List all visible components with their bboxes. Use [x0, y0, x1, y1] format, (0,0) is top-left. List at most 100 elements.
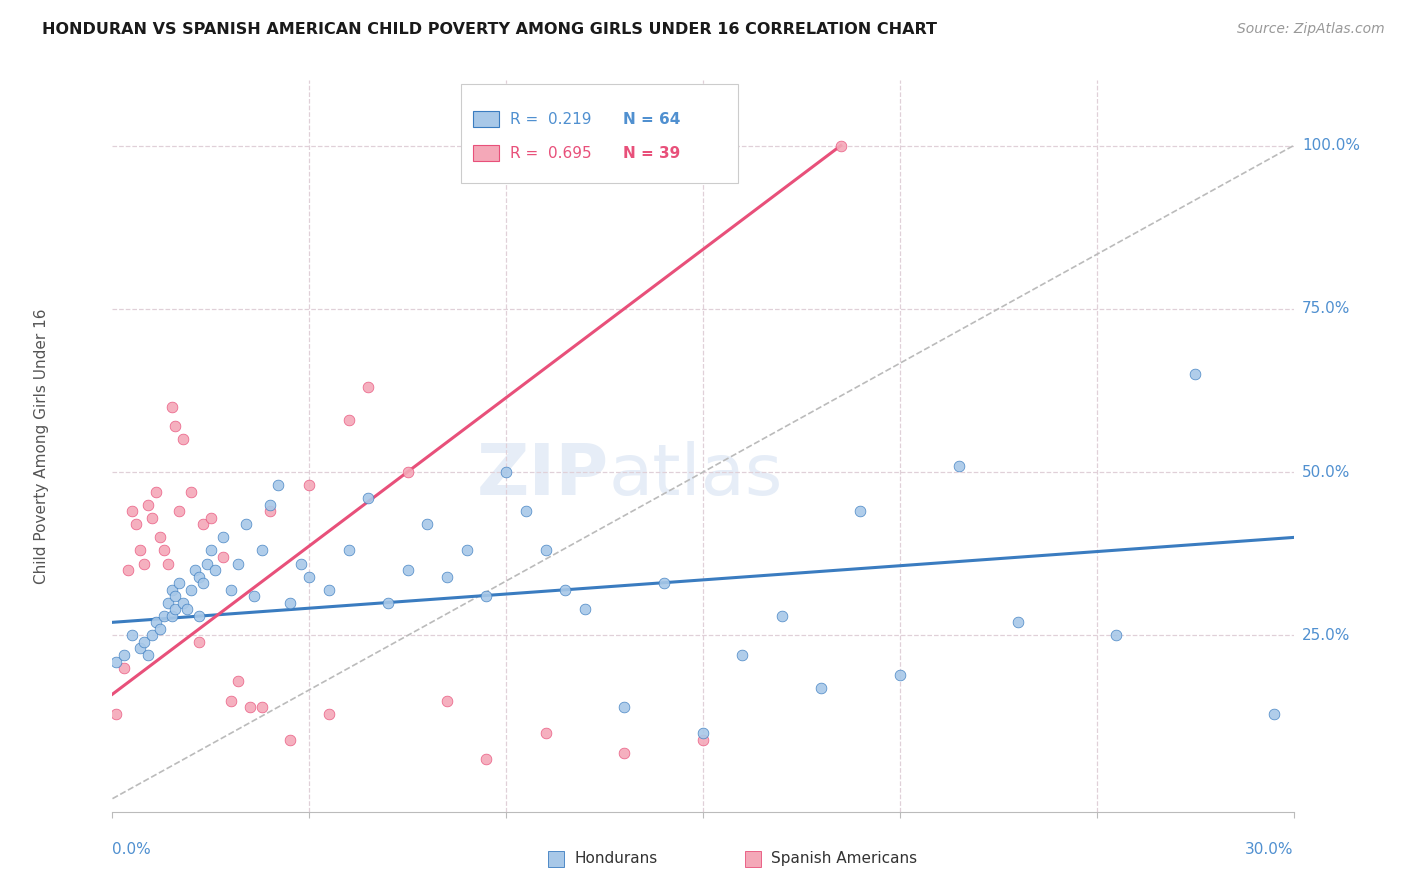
Point — [172, 433, 194, 447]
Point — [613, 700, 636, 714]
Point — [267, 478, 290, 492]
Point — [132, 635, 155, 649]
Point — [889, 667, 911, 681]
Point — [337, 413, 360, 427]
Point — [160, 608, 183, 623]
Text: N = 64: N = 64 — [623, 112, 681, 127]
Text: R =  0.219: R = 0.219 — [510, 112, 592, 127]
Point — [112, 648, 135, 662]
Point — [145, 615, 167, 630]
Point — [948, 458, 970, 473]
Point — [357, 491, 380, 506]
Text: 50.0%: 50.0% — [1302, 465, 1350, 480]
Point — [188, 608, 211, 623]
Point — [172, 596, 194, 610]
Point — [165, 419, 187, 434]
Point — [243, 589, 266, 603]
Point — [191, 517, 214, 532]
Point — [515, 504, 537, 518]
Point — [250, 543, 273, 558]
Point — [141, 628, 163, 642]
Text: 100.0%: 100.0% — [1302, 138, 1360, 153]
Point — [141, 511, 163, 525]
Text: N = 39: N = 39 — [623, 146, 681, 161]
Point — [165, 602, 187, 616]
Point — [1263, 706, 1285, 721]
Point — [200, 511, 222, 525]
Point — [152, 543, 174, 558]
Point — [810, 681, 832, 695]
Point — [169, 504, 191, 518]
Point — [169, 576, 191, 591]
Point — [259, 498, 281, 512]
Point — [191, 576, 214, 591]
Point — [613, 746, 636, 760]
Point — [188, 569, 211, 583]
Point — [290, 557, 312, 571]
Point — [132, 557, 155, 571]
Point — [129, 543, 152, 558]
Point — [228, 557, 250, 571]
Point — [830, 138, 852, 153]
Text: Source: ZipAtlas.com: Source: ZipAtlas.com — [1237, 22, 1385, 37]
Point — [188, 635, 211, 649]
Point — [396, 465, 419, 479]
Point — [228, 674, 250, 689]
Point — [125, 517, 148, 532]
Point — [105, 655, 128, 669]
Text: HONDURAN VS SPANISH AMERICAN CHILD POVERTY AMONG GIRLS UNDER 16 CORRELATION CHAR: HONDURAN VS SPANISH AMERICAN CHILD POVER… — [42, 22, 938, 37]
Point — [377, 596, 399, 610]
Text: Child Poverty Among Girls Under 16: Child Poverty Among Girls Under 16 — [34, 309, 49, 583]
Point — [112, 661, 135, 675]
Point — [152, 608, 174, 623]
Point — [357, 380, 380, 394]
Text: 30.0%: 30.0% — [1246, 842, 1294, 857]
Point — [436, 694, 458, 708]
Point — [298, 569, 321, 583]
Point — [692, 732, 714, 747]
Point — [534, 543, 557, 558]
Point — [156, 596, 179, 610]
Point — [456, 543, 478, 558]
Text: 75.0%: 75.0% — [1302, 301, 1350, 317]
Point — [259, 504, 281, 518]
Point — [416, 517, 439, 532]
Point — [121, 628, 143, 642]
Point — [770, 608, 793, 623]
Point — [436, 569, 458, 583]
Point — [475, 752, 498, 766]
Point — [156, 557, 179, 571]
Point — [204, 563, 226, 577]
Point — [298, 478, 321, 492]
Text: ZIP: ZIP — [477, 441, 609, 509]
Point — [180, 484, 202, 499]
Point — [731, 648, 754, 662]
Point — [652, 576, 675, 591]
Text: 25.0%: 25.0% — [1302, 628, 1350, 643]
Point — [235, 517, 257, 532]
Point — [129, 641, 152, 656]
Point — [278, 732, 301, 747]
Point — [849, 504, 872, 518]
Point — [396, 563, 419, 577]
Point — [219, 582, 242, 597]
Point — [318, 582, 340, 597]
Point — [554, 582, 576, 597]
Point — [117, 563, 139, 577]
Text: atlas: atlas — [609, 441, 783, 509]
Bar — [472, 111, 499, 127]
Point — [1007, 615, 1029, 630]
Point — [184, 563, 207, 577]
Point — [149, 622, 172, 636]
Point — [250, 700, 273, 714]
Point — [160, 582, 183, 597]
Text: Spanish Americans: Spanish Americans — [770, 852, 917, 866]
Point — [149, 530, 172, 544]
Point — [534, 726, 557, 740]
Bar — [472, 145, 499, 161]
Point — [495, 465, 517, 479]
Point — [195, 557, 218, 571]
Point — [574, 602, 596, 616]
Point — [1184, 367, 1206, 381]
Point — [136, 648, 159, 662]
